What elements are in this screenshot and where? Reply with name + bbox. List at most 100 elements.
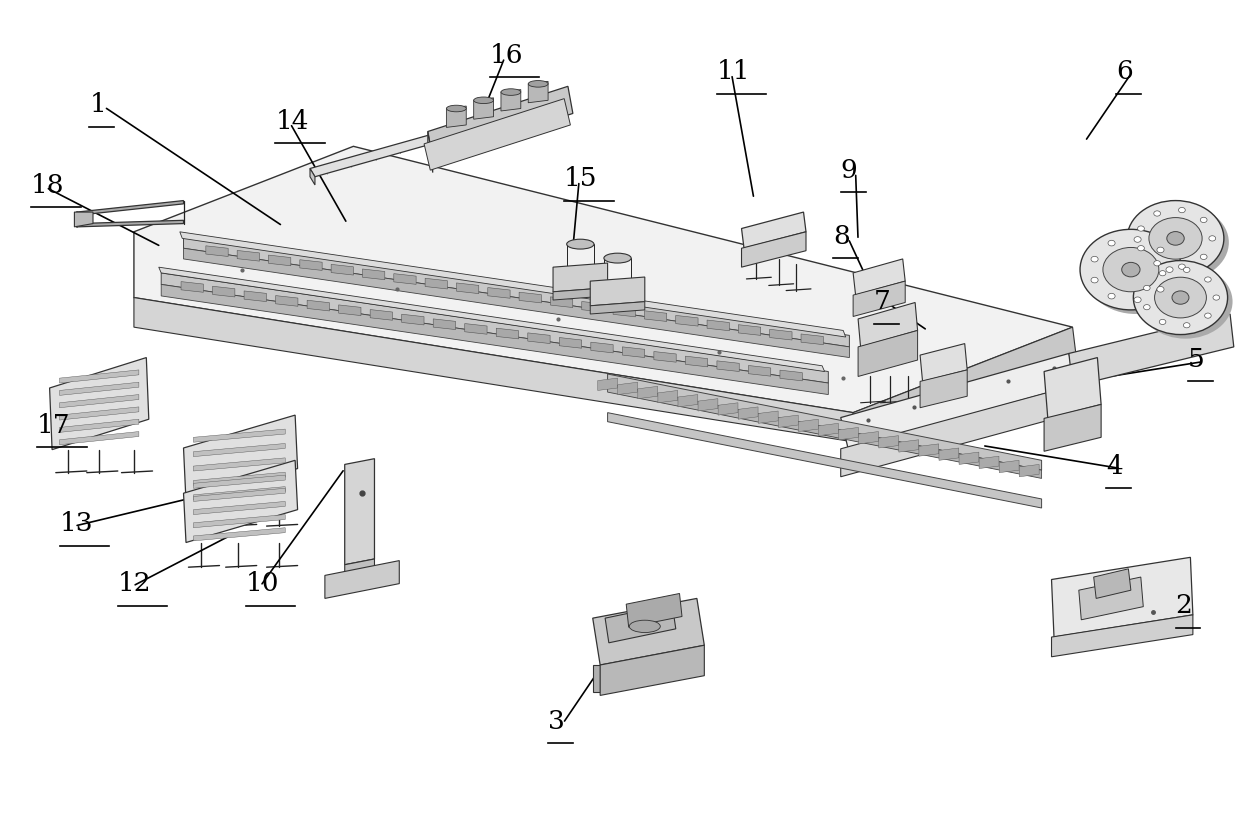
Polygon shape xyxy=(678,395,698,407)
Ellipse shape xyxy=(1213,295,1220,300)
Polygon shape xyxy=(608,374,1042,470)
Polygon shape xyxy=(858,302,918,347)
Ellipse shape xyxy=(1172,291,1189,304)
Polygon shape xyxy=(371,310,393,321)
Ellipse shape xyxy=(1204,313,1211,318)
Polygon shape xyxy=(424,99,570,170)
Polygon shape xyxy=(551,297,573,307)
Polygon shape xyxy=(920,344,967,381)
Polygon shape xyxy=(707,320,729,330)
Polygon shape xyxy=(622,347,645,358)
Ellipse shape xyxy=(446,105,466,112)
Polygon shape xyxy=(959,452,978,464)
Ellipse shape xyxy=(1109,293,1115,299)
Ellipse shape xyxy=(1209,236,1215,241)
Ellipse shape xyxy=(528,81,548,87)
Polygon shape xyxy=(193,458,285,471)
Polygon shape xyxy=(60,419,139,432)
Polygon shape xyxy=(184,460,298,543)
Polygon shape xyxy=(1052,557,1193,637)
Polygon shape xyxy=(608,384,1042,478)
Ellipse shape xyxy=(1159,270,1166,276)
Polygon shape xyxy=(331,265,353,275)
Polygon shape xyxy=(939,448,959,460)
Polygon shape xyxy=(193,501,285,515)
Polygon shape xyxy=(582,302,604,312)
Polygon shape xyxy=(600,645,704,695)
Polygon shape xyxy=(853,281,905,316)
Polygon shape xyxy=(446,106,466,127)
Ellipse shape xyxy=(501,89,521,95)
Text: 10: 10 xyxy=(246,571,279,596)
Polygon shape xyxy=(193,429,285,442)
Polygon shape xyxy=(1044,404,1101,451)
Ellipse shape xyxy=(1157,247,1164,252)
Polygon shape xyxy=(193,472,285,485)
Polygon shape xyxy=(496,328,518,339)
Polygon shape xyxy=(193,488,285,501)
Polygon shape xyxy=(184,237,849,347)
Polygon shape xyxy=(590,302,645,314)
Ellipse shape xyxy=(474,97,494,104)
Ellipse shape xyxy=(1143,305,1151,310)
Polygon shape xyxy=(1019,464,1039,477)
Ellipse shape xyxy=(1109,240,1115,246)
Ellipse shape xyxy=(1154,277,1207,318)
Text: 3: 3 xyxy=(548,709,565,733)
Polygon shape xyxy=(1044,358,1101,418)
Text: 14: 14 xyxy=(275,109,309,133)
Polygon shape xyxy=(193,515,285,528)
Polygon shape xyxy=(658,390,678,403)
Text: 13: 13 xyxy=(60,511,93,536)
Polygon shape xyxy=(339,305,361,316)
Polygon shape xyxy=(345,459,374,565)
Polygon shape xyxy=(159,267,825,372)
Ellipse shape xyxy=(1183,323,1190,328)
Polygon shape xyxy=(613,306,635,316)
Polygon shape xyxy=(553,263,608,292)
Ellipse shape xyxy=(1085,233,1187,314)
Polygon shape xyxy=(1079,577,1143,620)
Polygon shape xyxy=(394,274,417,284)
Polygon shape xyxy=(653,352,676,363)
Ellipse shape xyxy=(1143,285,1151,290)
Polygon shape xyxy=(161,284,828,395)
Text: 7: 7 xyxy=(874,289,892,314)
Polygon shape xyxy=(528,333,551,344)
Ellipse shape xyxy=(1159,319,1166,325)
Polygon shape xyxy=(980,456,999,469)
Polygon shape xyxy=(593,598,704,665)
Text: 5: 5 xyxy=(1188,347,1205,372)
Polygon shape xyxy=(879,436,899,448)
Polygon shape xyxy=(598,378,618,390)
Polygon shape xyxy=(181,282,203,293)
Ellipse shape xyxy=(1178,207,1185,213)
Polygon shape xyxy=(759,411,779,423)
Polygon shape xyxy=(77,201,184,215)
Ellipse shape xyxy=(1178,264,1185,270)
Polygon shape xyxy=(853,259,905,295)
Polygon shape xyxy=(838,427,858,440)
Ellipse shape xyxy=(1167,232,1184,245)
Polygon shape xyxy=(742,212,806,248)
Polygon shape xyxy=(77,220,184,227)
Polygon shape xyxy=(345,559,374,581)
Polygon shape xyxy=(180,232,846,337)
Polygon shape xyxy=(559,338,582,349)
Polygon shape xyxy=(193,487,285,500)
Polygon shape xyxy=(608,413,1042,508)
Polygon shape xyxy=(134,146,1073,413)
Polygon shape xyxy=(799,419,818,432)
Ellipse shape xyxy=(1102,247,1159,292)
Ellipse shape xyxy=(1137,226,1145,231)
Polygon shape xyxy=(618,382,637,395)
Ellipse shape xyxy=(1135,237,1141,242)
Polygon shape xyxy=(801,334,823,344)
Polygon shape xyxy=(780,370,802,381)
Polygon shape xyxy=(487,288,510,298)
Ellipse shape xyxy=(1153,261,1161,266)
Ellipse shape xyxy=(1137,246,1145,251)
Polygon shape xyxy=(626,593,682,627)
Polygon shape xyxy=(425,279,448,289)
Polygon shape xyxy=(919,444,939,456)
